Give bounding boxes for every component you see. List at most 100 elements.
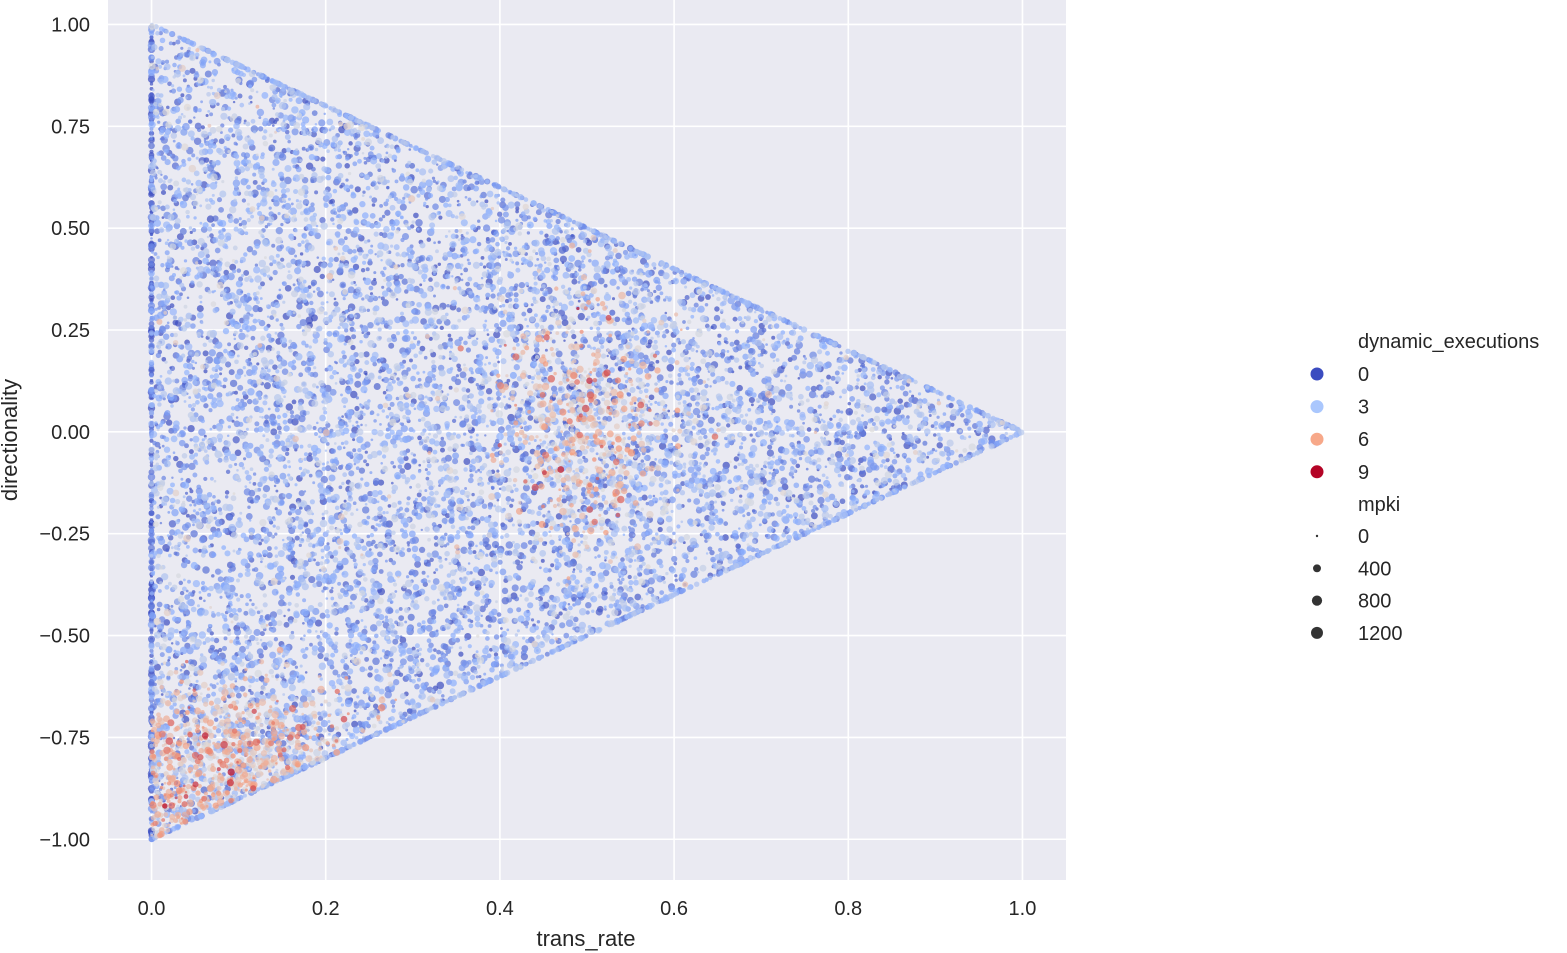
data-point — [676, 382, 680, 386]
data-point — [409, 358, 413, 363]
data-point — [269, 262, 274, 267]
data-point — [641, 336, 648, 343]
data-point — [886, 433, 892, 440]
data-point — [341, 607, 348, 613]
data-point — [814, 477, 819, 482]
data-point — [302, 653, 308, 660]
data-point — [489, 647, 493, 652]
data-point — [298, 543, 302, 548]
data-point — [237, 93, 243, 99]
data-point — [354, 405, 360, 411]
data-point — [899, 385, 905, 391]
data-point — [200, 100, 204, 104]
data-point — [522, 465, 530, 472]
data-point — [245, 663, 252, 669]
data-point — [354, 372, 362, 379]
data-point — [334, 631, 339, 636]
data-point — [767, 444, 773, 450]
data-point — [732, 316, 738, 322]
data-point — [333, 297, 337, 301]
data-point — [361, 297, 365, 301]
data-point — [781, 393, 785, 398]
data-point — [409, 485, 413, 489]
data-point — [231, 133, 236, 138]
data-point — [757, 313, 765, 321]
data-point — [680, 277, 688, 285]
data-point — [186, 495, 193, 502]
data-point — [885, 458, 890, 463]
data-point — [835, 408, 841, 414]
data-point — [184, 69, 191, 76]
data-point — [312, 290, 316, 293]
data-point — [597, 554, 601, 558]
data-point — [493, 331, 501, 339]
data-point — [198, 596, 203, 600]
data-point — [276, 293, 283, 300]
data-points — [147, 22, 1025, 843]
data-point — [225, 361, 232, 368]
data-point — [194, 361, 198, 365]
data-point — [344, 309, 349, 314]
data-point — [149, 606, 154, 611]
data-point — [239, 594, 244, 599]
data-point — [373, 271, 377, 275]
data-point — [516, 563, 523, 571]
data-point — [227, 127, 234, 133]
data-point — [467, 335, 472, 340]
data-point — [208, 408, 213, 413]
data-point — [279, 177, 285, 182]
data-point — [479, 194, 483, 199]
data-point — [349, 601, 353, 605]
data-point — [384, 559, 388, 563]
data-point — [354, 186, 361, 193]
data-point — [707, 416, 715, 424]
data-point — [407, 544, 410, 547]
data-point — [279, 244, 285, 249]
data-point — [436, 598, 440, 602]
data-point — [389, 401, 395, 407]
data-point — [563, 339, 566, 342]
data-point — [405, 673, 412, 681]
data-point — [849, 396, 856, 402]
data-point — [149, 315, 156, 321]
data-point — [216, 102, 220, 107]
data-point — [460, 278, 464, 282]
data-point — [499, 568, 507, 576]
data-point — [606, 415, 613, 422]
data-point — [331, 539, 335, 543]
data-point — [258, 116, 262, 120]
data-point — [148, 337, 155, 343]
data-point — [665, 380, 669, 384]
data-point — [317, 652, 324, 660]
data-point — [165, 661, 171, 667]
data-point — [461, 443, 465, 448]
data-point — [301, 146, 306, 151]
data-point — [901, 452, 908, 459]
data-point — [625, 290, 632, 297]
data-point — [444, 557, 448, 561]
data-point — [885, 374, 890, 380]
data-point — [633, 523, 638, 528]
data-point — [403, 386, 409, 393]
data-point — [170, 88, 177, 94]
data-point — [561, 319, 569, 327]
data-point — [185, 620, 192, 627]
data-point — [477, 219, 481, 223]
data-point — [889, 386, 892, 390]
data-point — [781, 459, 787, 466]
data-point — [245, 359, 250, 364]
data-point — [423, 380, 431, 388]
data-point — [361, 379, 368, 386]
data-point — [372, 703, 379, 709]
data-point — [804, 357, 807, 360]
data-point — [668, 496, 676, 504]
data-point — [310, 166, 316, 172]
data-point — [320, 703, 324, 707]
data-point — [669, 380, 674, 385]
data-point — [165, 548, 170, 552]
data-point — [443, 603, 449, 609]
data-point — [485, 292, 491, 298]
data-point — [674, 411, 681, 418]
data-point — [802, 421, 805, 425]
data-point — [455, 374, 459, 378]
